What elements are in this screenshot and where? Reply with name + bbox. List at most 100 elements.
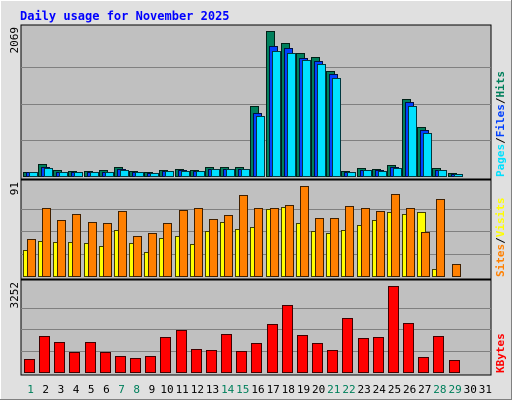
bar-pages-day-5 [90, 172, 99, 177]
x-tick-label-day-2: 2 [42, 383, 49, 396]
y-axis-max-label: 3252 [8, 282, 21, 309]
bar-pages-day-25 [393, 168, 402, 177]
x-tick-label-day-16: 16 [251, 383, 264, 396]
bar-pages-day-15 [241, 169, 250, 177]
bar-kbytes-day-2 [39, 336, 50, 373]
bar-pages-day-10 [165, 171, 174, 177]
bar-pages-day-21 [332, 78, 341, 177]
bar-kbytes-day-1 [24, 359, 35, 373]
bar-sites-day-14 [224, 215, 233, 277]
bar-sites-day-25 [391, 194, 400, 277]
bar-pages-day-14 [226, 169, 235, 177]
x-tick-label-day-31: 31 [479, 383, 492, 396]
bar-kbytes-day-21 [327, 350, 338, 373]
legend-separator: / [494, 137, 507, 144]
bar-pages-day-24 [378, 171, 387, 177]
bar-sites-day-9 [148, 233, 157, 277]
legend-entry-kbytes: KBytes [494, 333, 507, 373]
x-tick-label-day-5: 5 [88, 383, 95, 396]
bar-kbytes-day-10 [160, 337, 171, 373]
panel-hits-files-pages: 2069 Pages/Files/Hits [8, 24, 507, 180]
bar-kbytes-day-7 [115, 356, 126, 373]
bar-kbytes-day-23 [358, 338, 369, 373]
legend: Pages/Files/Hits [494, 71, 507, 177]
x-tick-label-day-18: 18 [282, 383, 295, 396]
legend-entry-files: Files [494, 104, 507, 137]
bar-kbytes-day-20 [312, 343, 323, 373]
bar-kbytes-day-12 [191, 349, 202, 373]
bar-kbytes-day-14 [221, 334, 232, 373]
bar-kbytes-day-24 [373, 337, 384, 373]
bar-sites-day-7 [118, 211, 127, 277]
bar-pages-day-23 [363, 170, 372, 177]
bar-sites-day-6 [103, 223, 112, 277]
bar-sites-day-12 [194, 208, 203, 277]
x-tick-label-day-10: 10 [160, 383, 173, 396]
bar-sites-day-22 [345, 206, 354, 277]
series-sites [27, 186, 461, 277]
x-tick-label-day-8: 8 [133, 383, 140, 396]
legend-entry-pages: Pages [494, 144, 507, 177]
bar-pages-day-19 [302, 60, 311, 177]
bar-pages-day-12 [196, 171, 205, 177]
bar-kbytes-day-27 [418, 357, 429, 373]
bar-sites-day-19 [300, 186, 309, 277]
bar-kbytes-day-25 [388, 286, 399, 373]
x-tick-label-day-30: 30 [464, 383, 477, 396]
bar-kbytes-day-29 [449, 360, 460, 373]
series-kbytes [24, 286, 460, 373]
x-tick-label-day-4: 4 [73, 383, 80, 396]
x-tick-label-day-17: 17 [267, 383, 280, 396]
bar-sites-day-20 [315, 218, 324, 277]
bar-pages-day-22 [347, 172, 356, 177]
bar-pages-day-8 [135, 172, 144, 177]
x-tick-label-day-22: 22 [342, 383, 355, 396]
bar-kbytes-day-17 [267, 324, 278, 373]
bar-kbytes-day-9 [145, 356, 156, 373]
bar-kbytes-day-4 [69, 352, 80, 373]
bar-pages-day-1 [29, 172, 38, 177]
bar-pages-day-28 [438, 170, 447, 177]
bar-kbytes-day-11 [176, 330, 187, 373]
bar-pages-day-27 [423, 133, 432, 177]
bar-sites-day-26 [406, 208, 415, 277]
bar-pages-day-17 [272, 51, 281, 177]
bar-sites-day-21 [330, 218, 339, 277]
bar-sites-day-2 [42, 208, 51, 277]
x-tick-label-day-21: 21 [327, 383, 340, 396]
x-tick-label-day-29: 29 [448, 383, 461, 396]
x-tick-label-day-3: 3 [58, 383, 65, 396]
x-tick-label-day-13: 13 [206, 383, 219, 396]
bar-sites-day-27 [421, 232, 430, 277]
panel-visits-sites: 91 Sites/Visits [8, 179, 507, 280]
x-tick-label-day-15: 15 [236, 383, 249, 396]
x-tick-label-day-23: 23 [357, 383, 370, 396]
bar-sites-day-4 [72, 214, 81, 277]
bar-sites-day-29 [452, 264, 461, 277]
x-tick-label-day-6: 6 [103, 383, 110, 396]
bar-sites-day-24 [376, 211, 385, 277]
bar-kbytes-day-26 [403, 323, 414, 373]
x-tick-label-day-20: 20 [312, 383, 325, 396]
bar-pages-day-9 [150, 173, 159, 177]
bar-sites-day-8 [133, 236, 142, 277]
x-tick-label-day-11: 11 [176, 383, 189, 396]
bar-sites-day-10 [163, 223, 172, 277]
y-axis-max-label: 2069 [8, 27, 21, 54]
x-tick-label-day-19: 19 [297, 383, 310, 396]
bar-sites-day-1 [27, 239, 36, 277]
bar-sites-day-16 [254, 208, 263, 277]
bar-kbytes-day-8 [130, 358, 141, 373]
bar-sites-day-5 [88, 222, 97, 277]
x-tick-label-day-28: 28 [433, 383, 446, 396]
bar-kbytes-day-15 [236, 351, 247, 373]
bar-pages-day-3 [59, 172, 68, 177]
series-pages [29, 51, 463, 177]
bar-kbytes-day-22 [342, 318, 353, 373]
x-tick-label-day-14: 14 [221, 383, 235, 396]
bar-kbytes-day-28 [433, 336, 444, 373]
bar-kbytes-day-16 [251, 343, 262, 373]
bar-sites-day-17 [270, 208, 279, 277]
